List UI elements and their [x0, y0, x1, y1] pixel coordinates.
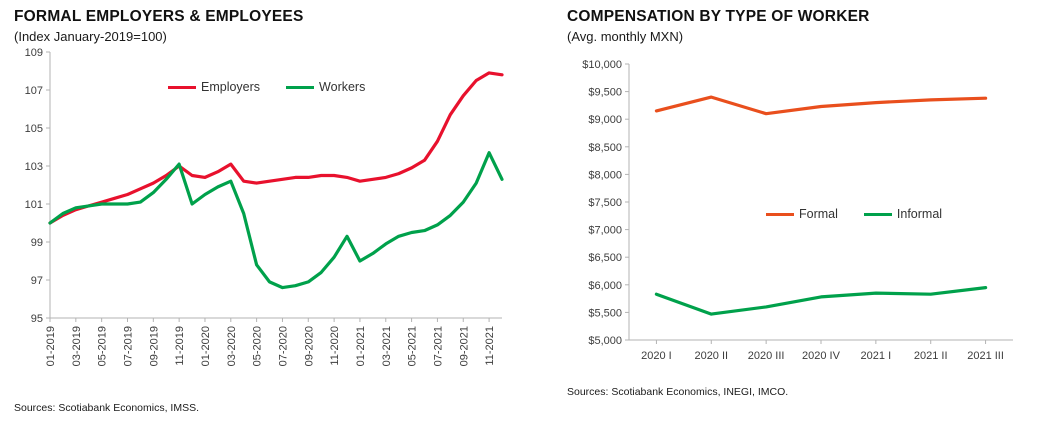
svg-text:11-2019: 11-2019 — [174, 326, 186, 366]
svg-text:101: 101 — [25, 199, 43, 211]
svg-text:11-2020: 11-2020 — [329, 326, 341, 366]
chart-title-left: FORMAL EMPLOYERS & EMPLOYEES — [14, 8, 304, 25]
svg-text:2021 III: 2021 III — [967, 350, 1004, 362]
svg-text:$5,000: $5,000 — [588, 335, 622, 347]
legend-right: Formal Informal — [766, 207, 942, 221]
svg-text:2020 IV: 2020 IV — [802, 350, 841, 362]
svg-text:107: 107 — [25, 85, 43, 97]
legend-item-formal: Formal — [766, 207, 838, 221]
svg-text:09-2020: 09-2020 — [303, 326, 315, 366]
svg-text:$6,500: $6,500 — [588, 252, 622, 264]
informal-line-swatch — [863, 212, 892, 216]
legend-item-employers: Employers — [168, 80, 260, 94]
svg-text:$8,500: $8,500 — [588, 142, 622, 154]
source-note-right: Sources: Scotiabank Economics, INEGI, IM… — [567, 386, 789, 398]
svg-text:$6,000: $6,000 — [588, 280, 622, 292]
chart-subtitle-left: (Index January-2019=100) — [14, 29, 167, 44]
svg-text:03-2019: 03-2019 — [71, 326, 83, 366]
svg-text:01-2021: 01-2021 — [355, 326, 367, 366]
svg-text:03-2021: 03-2021 — [381, 326, 393, 366]
legend-left: Employers Workers — [168, 80, 365, 94]
legend-label-employers: Employers — [201, 80, 261, 94]
source-note-left: Sources: Scotiabank Economics, IMSS. — [14, 402, 199, 414]
employers-employees-panel: FORMAL EMPLOYERS & EMPLOYEES (Index Janu… — [14, 8, 504, 414]
svg-text:$10,000: $10,000 — [582, 59, 622, 71]
svg-text:05-2020: 05-2020 — [252, 326, 264, 366]
svg-text:$8,000: $8,000 — [588, 169, 622, 181]
svg-text:03-2020: 03-2020 — [226, 326, 238, 366]
svg-text:01-2019: 01-2019 — [45, 326, 57, 366]
legend-label-workers: Workers — [319, 80, 366, 94]
svg-text:2020 III: 2020 III — [748, 350, 785, 362]
svg-text:99: 99 — [31, 237, 43, 249]
svg-text:07-2021: 07-2021 — [432, 326, 444, 366]
workers-line-swatch — [286, 85, 315, 89]
compensation-panel: COMPENSATION BY TYPE OF WORKER (Avg. mon… — [522, 0, 1044, 421]
svg-text:05-2019: 05-2019 — [97, 326, 109, 366]
svg-text:109: 109 — [25, 47, 43, 59]
legend-item-workers: Workers — [286, 80, 365, 94]
svg-text:103: 103 — [25, 161, 43, 173]
svg-text:09-2021: 09-2021 — [458, 326, 470, 366]
legend-item-informal: Informal — [863, 207, 943, 221]
svg-text:95: 95 — [31, 313, 43, 325]
chart-subtitle-right: (Avg. monthly MXN) — [567, 29, 684, 44]
svg-text:$5,500: $5,500 — [588, 307, 622, 319]
svg-text:07-2020: 07-2020 — [277, 326, 289, 366]
svg-text:2020 II: 2020 II — [694, 350, 728, 362]
svg-text:$7,000: $7,000 — [588, 225, 622, 237]
svg-text:11-2021: 11-2021 — [484, 326, 496, 366]
svg-text:$9,500: $9,500 — [588, 87, 622, 99]
compensation-line-chart: $5,000 $5,500 $6,000 $6,500 $7,000 $7,500 $8,0… — [582, 59, 1013, 362]
formal-line-swatch — [766, 212, 794, 216]
svg-text:2021 I: 2021 I — [861, 350, 892, 362]
svg-text:105: 105 — [25, 123, 43, 135]
svg-text:05-2021: 05-2021 — [407, 326, 419, 366]
svg-text:01-2020: 01-2020 — [200, 326, 212, 366]
svg-text:2021 II: 2021 II — [914, 350, 948, 362]
svg-text:09-2019: 09-2019 — [148, 326, 160, 366]
chart-title-right: COMPENSATION BY TYPE OF WORKER — [567, 8, 870, 25]
legend-label-informal: Informal — [896, 207, 943, 221]
legend-label-formal: Formal — [799, 207, 838, 221]
employers-employees-line-chart: 95 97 99 101 103 105 107 109 01-2019 03-2019 05-20… — [25, 47, 504, 366]
svg-text:97: 97 — [31, 275, 43, 287]
svg-text:07-2019: 07-2019 — [122, 326, 134, 366]
svg-text:$7,500: $7,500 — [588, 197, 622, 209]
svg-text:2020 I: 2020 I — [641, 350, 672, 362]
employers-line-swatch — [168, 85, 196, 89]
svg-text:$9,000: $9,000 — [588, 114, 622, 126]
